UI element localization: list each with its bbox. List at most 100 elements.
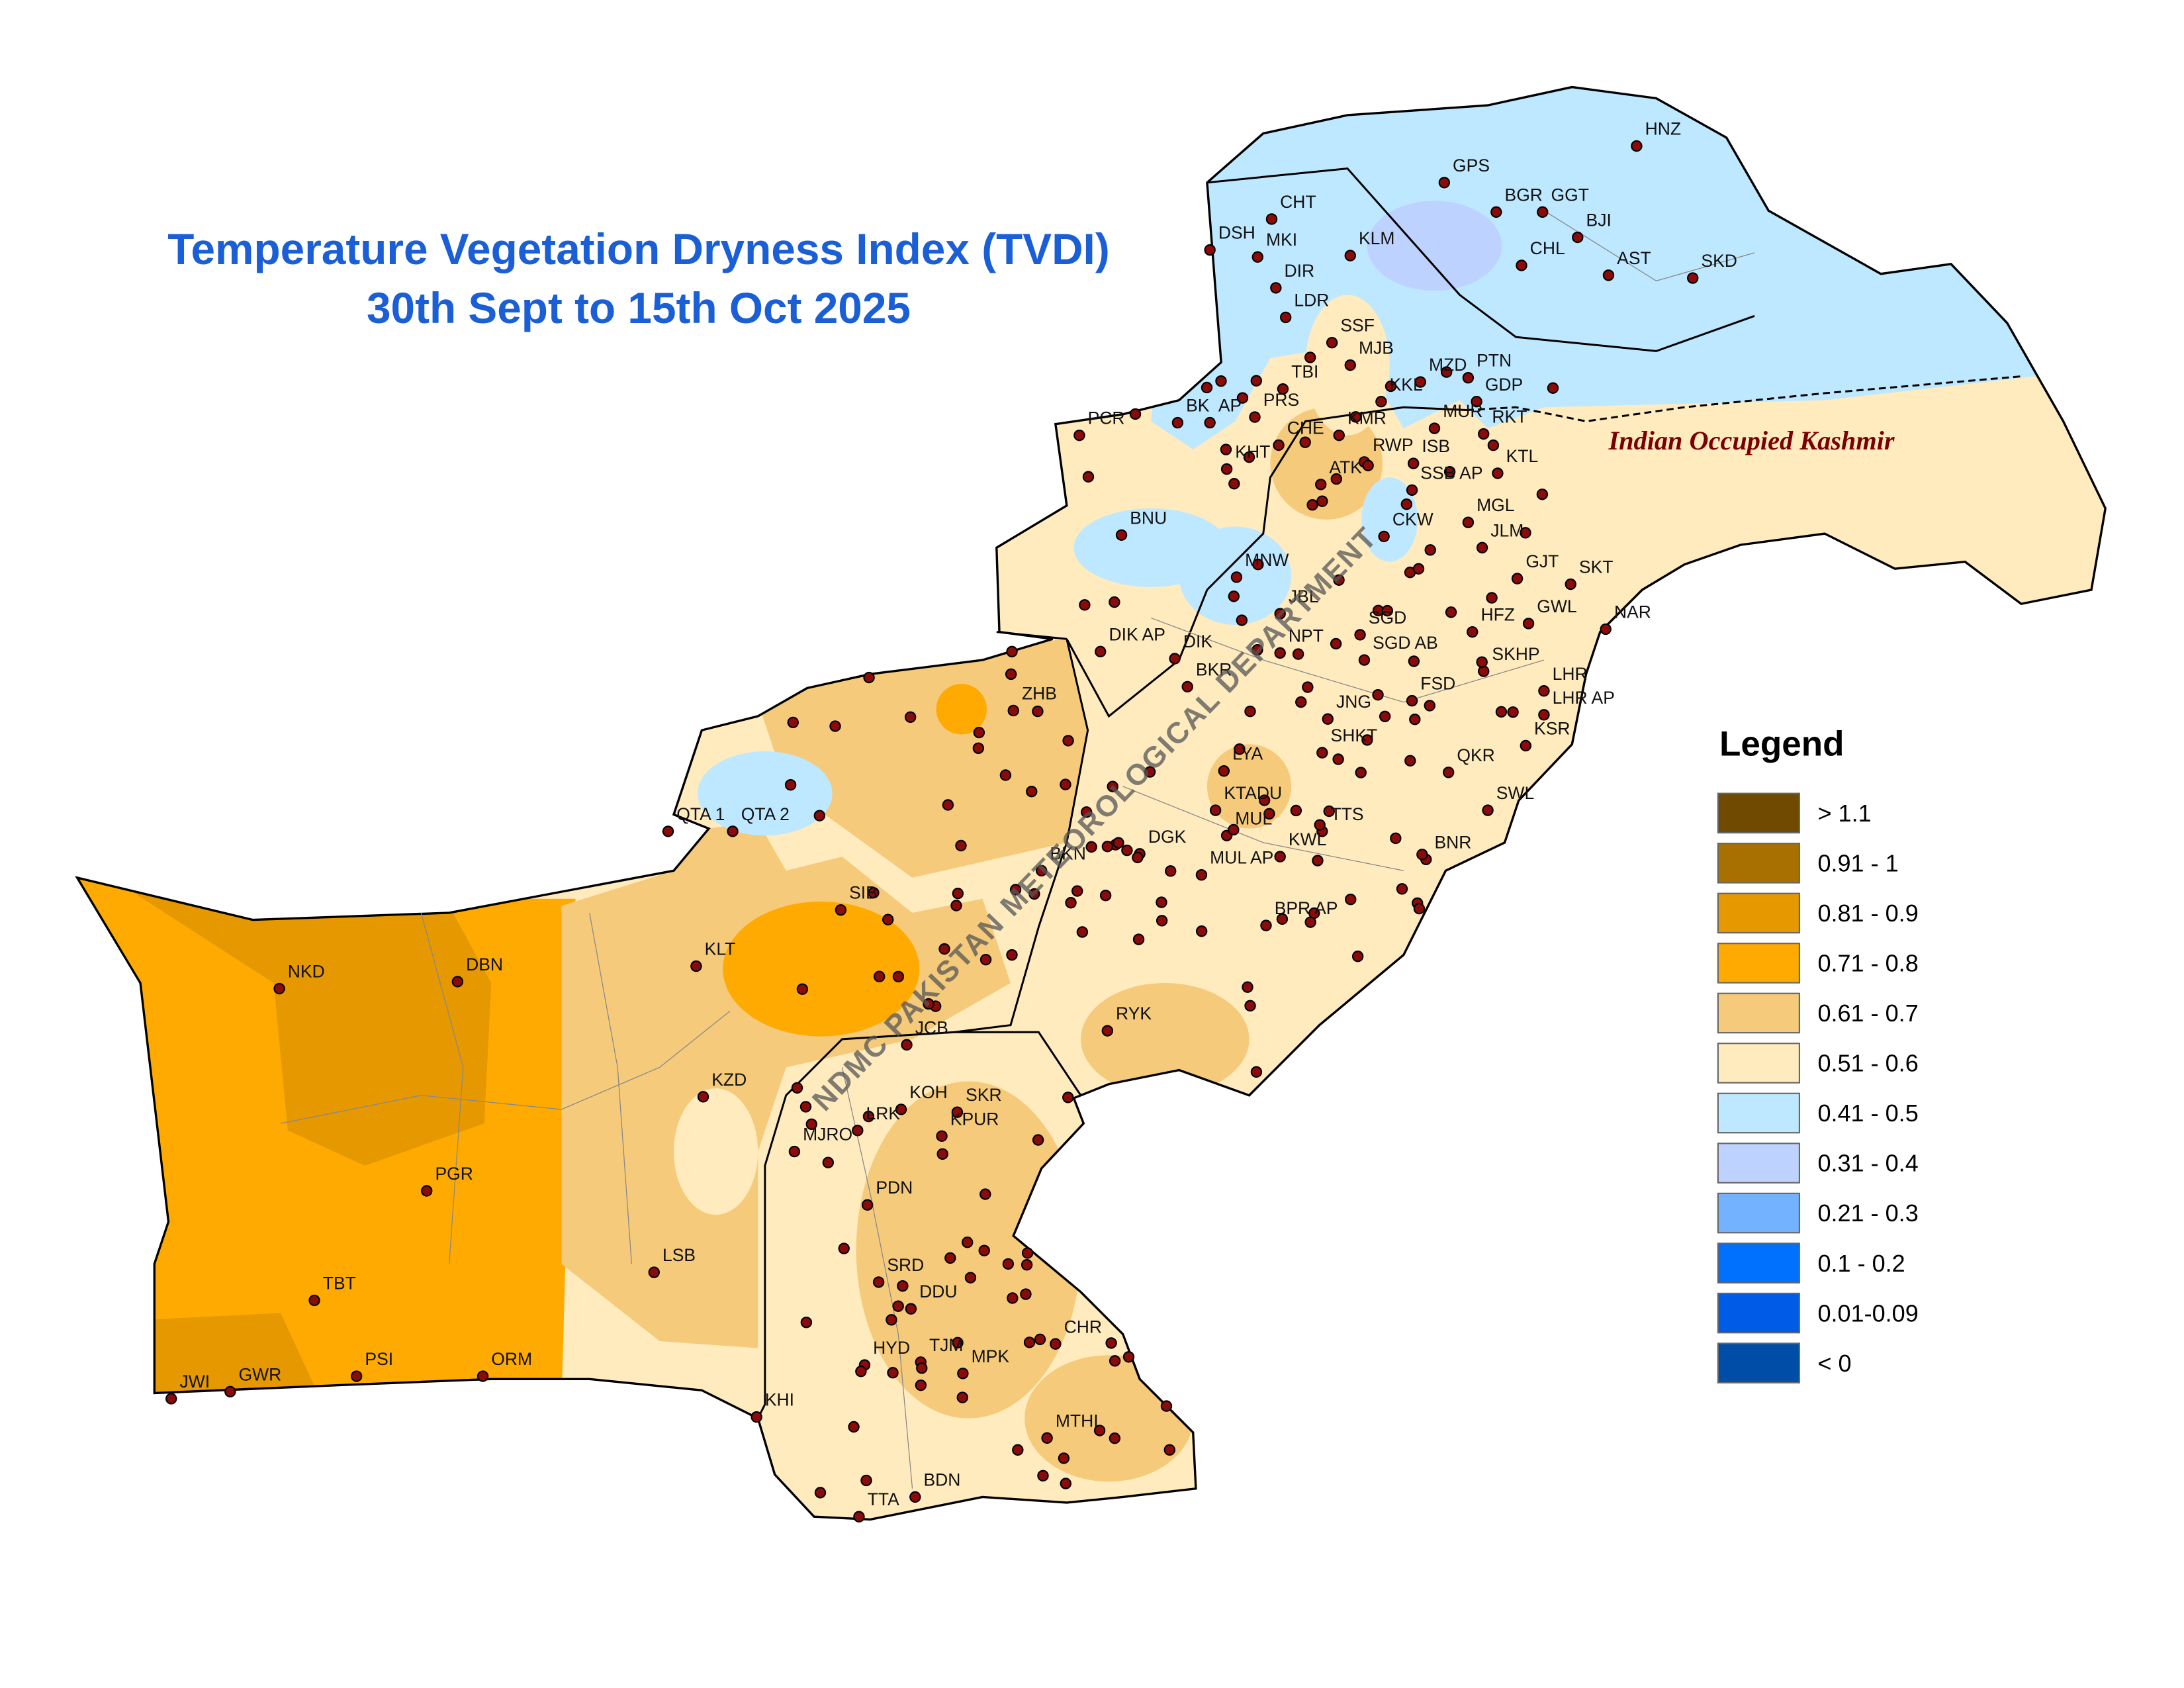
- station-dot: [1020, 1288, 1032, 1300]
- station-label: TTS: [1331, 804, 1364, 824]
- station-dot: [895, 1103, 907, 1115]
- station-dot: [951, 1106, 964, 1118]
- station-dot: [1304, 352, 1316, 363]
- station-dot: [1101, 841, 1114, 853]
- station-dot: [1482, 804, 1494, 816]
- station-dot: [897, 1280, 909, 1292]
- station-dot: [1378, 530, 1390, 543]
- station-dot: [1109, 1355, 1121, 1367]
- station-label: KKL: [1390, 375, 1423, 395]
- station-label: GPS: [1453, 156, 1490, 175]
- station-dot: [1537, 206, 1549, 218]
- station-label: AST: [1617, 248, 1651, 268]
- station-dot: [1344, 359, 1356, 371]
- station-dot: [1478, 665, 1490, 677]
- station-label: NKD: [288, 962, 325, 982]
- province-borders: [756, 167, 2022, 1419]
- station-dot: [273, 982, 285, 995]
- legend-swatch: [1717, 1292, 1800, 1334]
- station-label: MTHI: [1056, 1411, 1099, 1430]
- station-label: JCB: [915, 1017, 948, 1037]
- station-dot: [952, 1336, 964, 1349]
- station-dot: [1037, 1470, 1049, 1482]
- station-label: MKI: [1266, 230, 1297, 250]
- station-label: SWL: [1496, 783, 1534, 803]
- station-dot: [1021, 1247, 1034, 1259]
- stations: [165, 140, 1699, 1523]
- station-dot: [800, 1316, 813, 1329]
- station-dot: [1381, 604, 1394, 617]
- station-label: BKR: [1196, 659, 1232, 679]
- station-dot: [863, 671, 875, 684]
- station-dot: [892, 1300, 904, 1312]
- station-dot: [1265, 213, 1278, 225]
- station-dot: [1107, 780, 1118, 792]
- station-label: HFZ: [1480, 605, 1515, 625]
- station-label: KLT: [705, 939, 736, 959]
- station-dot: [936, 1148, 948, 1160]
- station-dot: [1109, 596, 1120, 608]
- station-dot: [861, 1199, 874, 1211]
- station-dot: [950, 900, 962, 912]
- station-dot: [964, 1272, 977, 1284]
- station-dot: [952, 888, 964, 900]
- station-dot: [872, 1276, 885, 1288]
- station-dot: [1099, 889, 1112, 902]
- station-label: MZD: [1429, 355, 1467, 375]
- station-dot: [1236, 614, 1248, 626]
- station-dot: [727, 825, 739, 837]
- station-dot: [1538, 709, 1550, 721]
- station-dot: [1408, 655, 1420, 667]
- station-dot: [957, 1368, 969, 1380]
- station-dot: [1062, 1092, 1074, 1103]
- station-dot: [1250, 1066, 1263, 1078]
- station-dot: [1242, 981, 1253, 993]
- station-dot: [955, 839, 967, 852]
- station-dot: [1101, 1025, 1114, 1037]
- station-label: PRS: [1263, 390, 1299, 410]
- station-dot: [1228, 823, 1240, 836]
- station-dot: [1002, 1258, 1015, 1270]
- station-dot: [1478, 428, 1490, 440]
- station-label: CHT: [1280, 192, 1316, 212]
- station-label: QTA 2: [741, 804, 790, 824]
- station-label: BGR: [1505, 185, 1543, 205]
- station-label: TBI: [1291, 362, 1318, 382]
- station-dot: [813, 810, 826, 821]
- station-label: TBT: [323, 1274, 356, 1293]
- region-label: Indian Occupied Kashmir: [1608, 426, 1894, 455]
- station-dot: [1093, 1425, 1106, 1436]
- station-dot: [1260, 919, 1272, 931]
- station-label: MPK: [972, 1346, 1010, 1366]
- station-dot: [1156, 915, 1168, 927]
- station-label: LDR: [1294, 290, 1329, 310]
- station-dot: [1201, 381, 1213, 394]
- station-label: PGR: [435, 1164, 473, 1184]
- station-dot: [1243, 451, 1255, 463]
- station-label: BJI: [1586, 211, 1612, 230]
- station-dot: [1195, 868, 1208, 881]
- station-label: GWR: [239, 1364, 282, 1384]
- station-dot: [1244, 705, 1256, 718]
- station-label: CKW: [1392, 509, 1433, 529]
- station-label: BDN: [924, 1470, 961, 1490]
- station-dot: [1602, 269, 1615, 281]
- legend-swatch: [1717, 992, 1800, 1034]
- station-dot: [1144, 766, 1156, 778]
- station-dot: [784, 778, 797, 791]
- station-label: KTL: [1506, 446, 1539, 466]
- station-label: KMR: [1347, 408, 1387, 428]
- station-label: BK: [1186, 396, 1210, 416]
- legend-label: 0.41 - 0.5: [1817, 1100, 1918, 1127]
- legend-swatch: [1717, 1192, 1800, 1234]
- station-dot: [1258, 794, 1271, 806]
- station-label: MJRO: [803, 1125, 852, 1145]
- station-label: TTA: [868, 1489, 899, 1509]
- station-dot: [1362, 459, 1374, 471]
- station-label: NPT: [1289, 626, 1324, 646]
- station-dot: [805, 1118, 817, 1131]
- station-dot: [1060, 1477, 1071, 1489]
- legend-swatch: [1717, 1243, 1800, 1284]
- station-dot: [1228, 590, 1240, 602]
- station-dot: [1263, 808, 1275, 820]
